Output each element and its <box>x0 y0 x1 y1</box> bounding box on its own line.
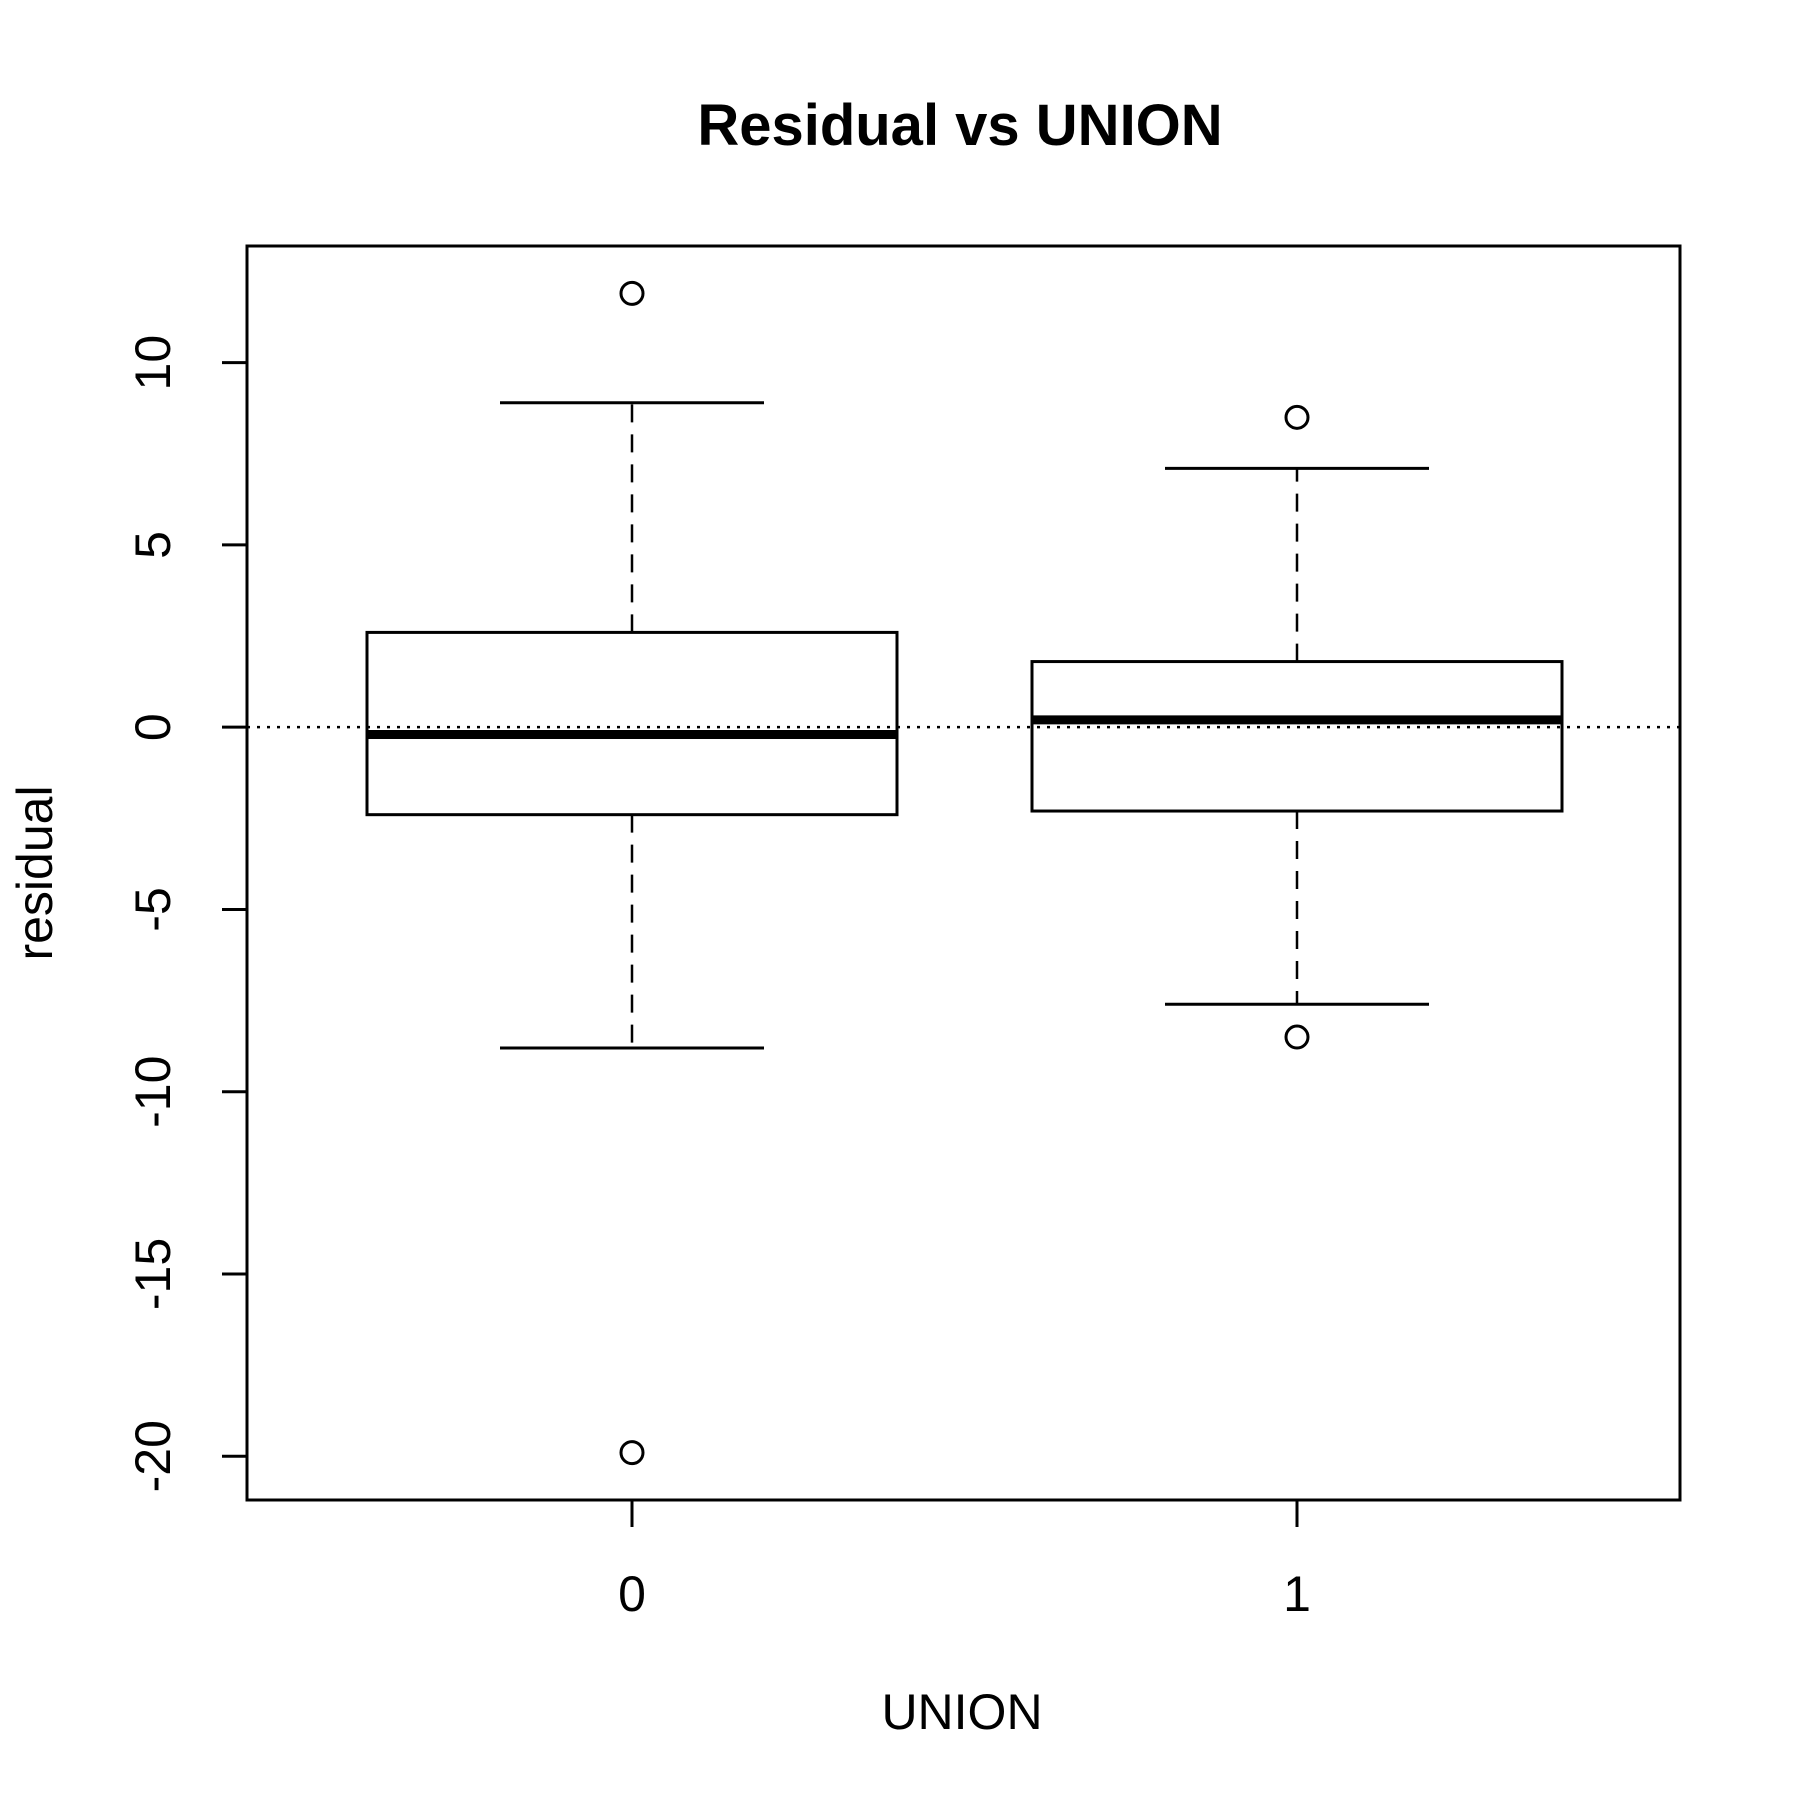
outlier-point <box>619 280 645 306</box>
y-tick-label: 5 <box>125 531 181 559</box>
iqr-box <box>365 630 899 817</box>
plot-frame <box>245 244 1682 1502</box>
iqr-box <box>1030 660 1564 813</box>
outlier-point <box>1284 1024 1310 1050</box>
y-axis: -20 -15 -10 -5 0 5 10 <box>125 335 249 1492</box>
x-tick-label: 0 <box>618 1566 646 1622</box>
box-group-1 <box>1030 404 1564 1050</box>
outlier-point <box>1284 404 1310 430</box>
box-group-0 <box>365 280 899 1466</box>
y-tick-label: -15 <box>125 1238 181 1310</box>
y-tick-label: 0 <box>125 713 181 741</box>
x-axis-label: UNION <box>881 1684 1042 1740</box>
chart-title: Residual vs UNION <box>697 93 1222 158</box>
y-tick-label: 10 <box>125 335 181 391</box>
outlier-point <box>619 1440 645 1466</box>
boxes-group <box>365 280 1564 1466</box>
y-axis-label: residual <box>7 785 63 960</box>
y-tick-label: -10 <box>125 1056 181 1128</box>
y-tick-label: -20 <box>125 1420 181 1492</box>
x-tick-label: 1 <box>1283 1566 1311 1622</box>
y-tick-label: -5 <box>125 887 181 931</box>
